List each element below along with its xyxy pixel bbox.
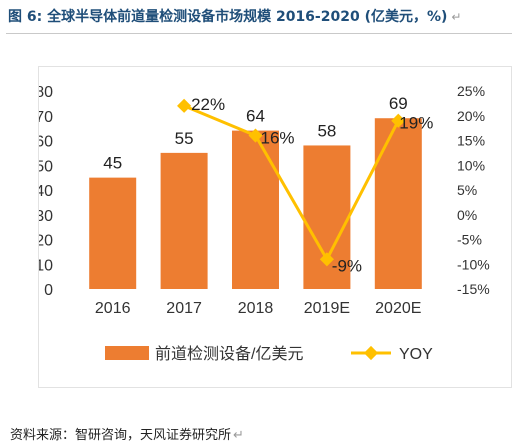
right-tick-label: 15% [457,133,485,149]
left-tick-label: 0 [44,282,53,299]
left-tick-label: 60 [39,134,53,151]
right-tick-label: 25% [457,83,485,99]
left-tick-label: 40 [39,183,53,200]
x-tick-label: 2016 [95,300,131,317]
paragraph-mark-icon: ↵ [233,428,244,443]
figure-title-text: 图 6: 全球半导体前道量检测设备市场规模 2016-2020 (亿美元，%) [8,9,448,25]
x-tick-label: 2017 [166,300,202,317]
bar [374,118,422,289]
yoy-line-series [177,98,406,267]
x-tick-label: 2018 [238,300,274,317]
right-tick-label: -10% [457,256,490,272]
right-tick-label: -5% [457,232,482,248]
figure-title: 图 6: 全球半导体前道量检测设备市场规模 2016-2020 (亿美元，%) ↵ [8,6,512,26]
chart-container: 0 10 20 30 40 50 60 70 80 -15% -10% -5% 0% 5% 10% 15% 2… [35,66,512,388]
yoy-point [177,98,192,113]
bar-value-label: 58 [317,121,336,140]
left-tick-label: 20 [39,233,53,250]
bar [160,152,208,289]
right-tick-label: -15% [457,281,490,297]
source-note: 资料来源：智研咨询，天风证券研究所 ↵ [10,424,244,443]
bar-series [89,118,422,289]
x-tick-label: 2020E [375,300,421,317]
legend-line-label: YOY [399,346,433,363]
left-tick-label: 50 [39,158,53,175]
right-tick-label: 20% [457,108,485,124]
bar-value-label: 45 [103,154,122,173]
left-tick-label: 10 [39,257,53,274]
x-axis: 2016 2017 2018 2019E 2020E [95,300,422,317]
yoy-value-label: -9% [332,256,362,275]
paragraph-mark-icon: ↵ [451,10,462,24]
title-divider [6,33,512,34]
right-axis: -15% -10% -5% 0% 5% 10% 15% 20% 25% [457,83,490,297]
bar-value-label: 55 [175,129,194,148]
x-tick-label: 2019E [304,300,350,317]
yoy-value-label: 16% [260,129,294,148]
yoy-value-label: 22% [191,95,225,114]
bar [232,130,279,289]
left-axis: 0 10 20 30 40 50 60 70 80 [35,84,53,299]
chart-legend: 前道检测设备/亿美元 YOY [105,345,433,363]
legend-line-marker [363,345,379,361]
yoy-point [319,252,334,267]
bar-value-label: 64 [246,107,265,126]
combo-chart: 0 10 20 30 40 50 60 70 80 -15% -10% -5% 0% 5% 10% 15% 2… [35,83,490,363]
yoy-value-labels: 22% 16% -9% 19% [191,95,433,275]
yoy-value-label: 19% [399,114,433,133]
bar-value-label: 69 [389,94,408,113]
source-text: 资料来源：智研咨询，天风证券研究所 [10,428,232,443]
left-tick-label: 70 [39,109,53,126]
legend-bar-label: 前道检测设备/亿美元 [155,345,303,363]
right-tick-label: 0% [457,207,477,223]
bar [89,177,137,289]
bar-value-labels: 45 55 64 58 69 [103,94,408,172]
left-tick-label: 80 [39,84,53,101]
right-tick-label: 10% [457,157,485,173]
yoy-line [183,104,400,261]
left-tick-label: 30 [39,208,53,225]
right-tick-label: 5% [457,182,477,198]
yoy-point [391,113,406,128]
legend-bar-swatch [105,346,149,360]
